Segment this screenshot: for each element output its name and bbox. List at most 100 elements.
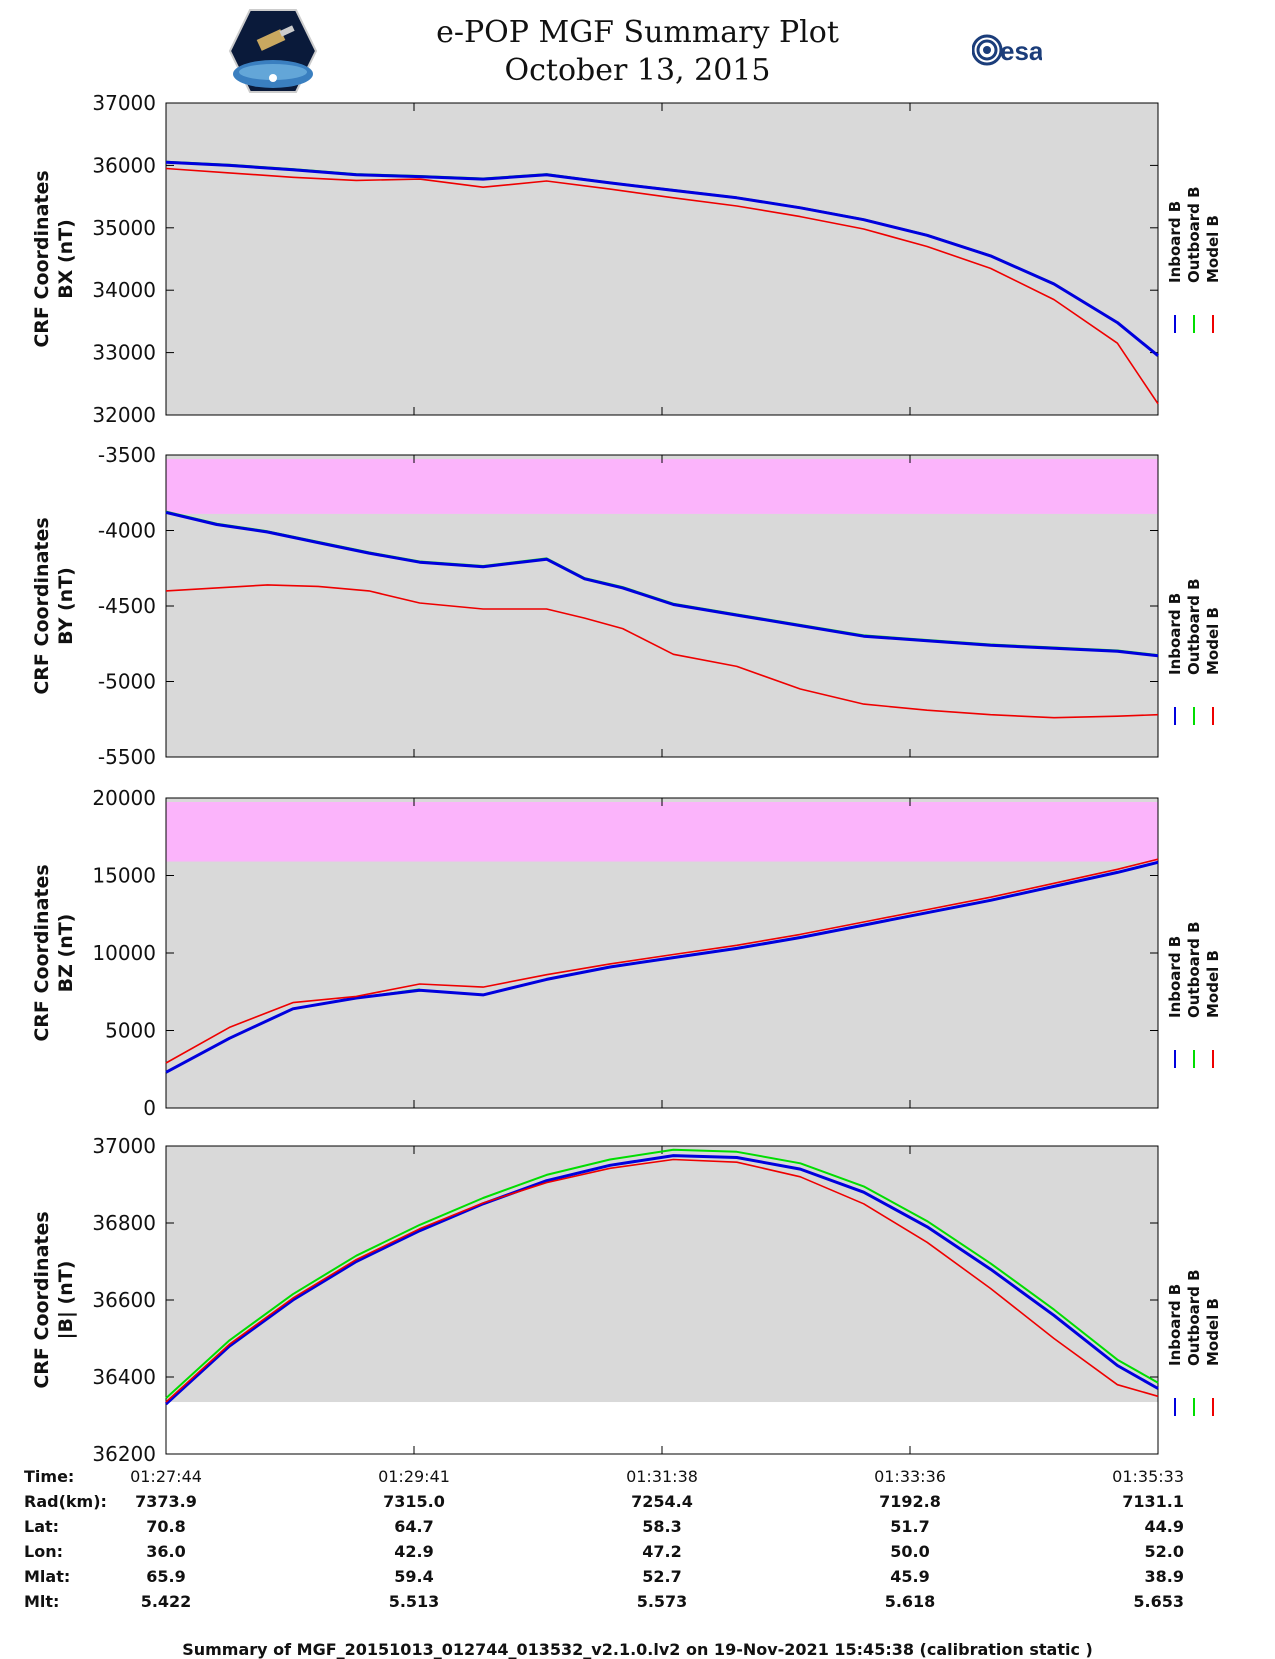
orbit-value: 44.9 xyxy=(1145,1517,1184,1536)
orbit-value: 52.7 xyxy=(642,1567,681,1586)
legend-label: Inboard B xyxy=(1166,593,1184,675)
y-tick-label: -5000 xyxy=(98,670,156,694)
y-tick-label: 5000 xyxy=(105,1019,156,1043)
orbit-value: 51.7 xyxy=(890,1517,929,1536)
y-tick-label: 36800 xyxy=(92,1211,156,1235)
y-tick-label: 34000 xyxy=(92,278,156,302)
legend-label: Model B xyxy=(1204,607,1222,675)
orbit-value: 47.2 xyxy=(642,1542,681,1561)
title-line-2: October 13, 2015 xyxy=(504,53,771,88)
legend-label: Outboard B xyxy=(1185,578,1203,675)
y-tick-label: 36200 xyxy=(92,1442,156,1466)
chart-panel-3: 0 5000 10000 15000 20000 CRF Coordinates BZ (n… xyxy=(31,786,1222,1120)
y-tick-label: 10000 xyxy=(92,941,156,965)
orbit-row-label: Rad(km): xyxy=(24,1492,107,1511)
cassiope-logo xyxy=(228,8,318,98)
orbit-row-label: Lon: xyxy=(24,1542,63,1561)
legend-label: Model B xyxy=(1204,1298,1222,1366)
y-tick-label: 36400 xyxy=(92,1365,156,1389)
plot-title: e-POP MGF Summary Plot October 13, 2015 xyxy=(0,14,1275,90)
y-tick-label: 36600 xyxy=(92,1288,156,1312)
series-line-inboard-b xyxy=(165,160,1159,357)
y-tick-label: 36000 xyxy=(92,153,156,177)
orbit-value: 5.618 xyxy=(885,1592,936,1611)
orbit-value: 5.422 xyxy=(141,1592,192,1611)
y-tick-label: 35000 xyxy=(92,216,156,240)
legend-label: Model B xyxy=(1204,950,1222,1018)
series-line-model-b xyxy=(165,167,1159,405)
orbit-value: 01:29:41 xyxy=(378,1467,450,1486)
y-tick-label: 15000 xyxy=(92,864,156,888)
series-line-inboard-b xyxy=(164,1154,1159,1406)
y-tick-label: 37000 xyxy=(92,91,156,115)
y-axis-label-line1: CRF Coordinates xyxy=(31,517,53,694)
orbit-value: 70.8 xyxy=(146,1517,185,1536)
orbit-value: 36.0 xyxy=(146,1542,185,1561)
y-axis-label-line1: CRF Coordinates xyxy=(31,864,53,1041)
orbit-value: 58.3 xyxy=(642,1517,681,1536)
orbit-value: 01:27:44 xyxy=(130,1467,202,1486)
series-line-model-b xyxy=(165,858,1159,1064)
legend-label: Inboard B xyxy=(1166,201,1184,283)
orbit-value: 01:35:33 xyxy=(1112,1467,1184,1486)
orbit-value: 7315.0 xyxy=(383,1492,445,1511)
y-tick-label: 32000 xyxy=(92,403,156,427)
y-tick-label: 33000 xyxy=(92,341,156,365)
orbit-value: 42.9 xyxy=(394,1542,433,1561)
legend-label: Model B xyxy=(1204,215,1222,283)
y-axis-label-line2: BY (nT) xyxy=(55,567,77,645)
orbit-value: 01:31:38 xyxy=(626,1467,698,1486)
orbit-value: 50.0 xyxy=(890,1542,929,1561)
legend-label: Outboard B xyxy=(1185,1269,1203,1366)
orbit-value: 45.9 xyxy=(890,1567,929,1586)
y-tick-label: -4000 xyxy=(98,519,156,543)
orbit-value: 7192.8 xyxy=(879,1492,941,1511)
orbit-value: 7373.9 xyxy=(135,1492,197,1511)
orbit-row-label: Lat: xyxy=(24,1517,59,1536)
y-tick-label: -4500 xyxy=(98,594,156,618)
legend-label: Inboard B xyxy=(1166,1284,1184,1366)
legend-label: Outboard B xyxy=(1185,921,1203,1018)
orbit-value: 65.9 xyxy=(146,1567,185,1586)
orbit-value: 52.0 xyxy=(1145,1542,1184,1561)
orbit-value: 5.513 xyxy=(389,1592,440,1611)
orbit-value: 01:33:36 xyxy=(874,1467,946,1486)
orbit-value: 59.4 xyxy=(394,1567,433,1586)
y-axis-label-line2: |B| (nT) xyxy=(55,1261,77,1340)
panel-background xyxy=(166,103,1158,415)
orbit-value: 38.9 xyxy=(1145,1567,1184,1586)
esa-text: esa xyxy=(1000,36,1042,66)
orbit-value: 7131.1 xyxy=(1122,1492,1184,1511)
orbit-value: 5.653 xyxy=(1133,1592,1184,1611)
title-line-1: e-POP MGF Summary Plot xyxy=(436,15,839,50)
y-tick-label: 20000 xyxy=(92,786,156,810)
y-tick-label: 37000 xyxy=(92,1134,156,1158)
orbit-value: 64.7 xyxy=(394,1517,433,1536)
orbit-row-label: Time: xyxy=(24,1467,74,1486)
esa-logo: esa xyxy=(971,30,1044,74)
y-axis-label-line1: CRF Coordinates xyxy=(31,170,53,347)
orbit-row-label: Mlt: xyxy=(24,1592,59,1611)
y-tick-label: -5500 xyxy=(98,745,156,769)
series-line-model-b xyxy=(165,584,1159,719)
y-axis-label-line2: BX (nT) xyxy=(55,219,77,299)
y-tick-label: 0 xyxy=(143,1096,156,1120)
orbit-value: 5.573 xyxy=(637,1592,688,1611)
series-line-inboard-b xyxy=(165,860,1159,1074)
orbit-row-label: Mlat: xyxy=(24,1567,70,1586)
y-axis-label-line1: CRF Coordinates xyxy=(31,1211,53,1388)
series-line-model-b xyxy=(165,1158,1159,1403)
legend-label: Inboard B xyxy=(1166,936,1184,1018)
chart-panel-1: 32000 33000 34000 35000 36000 37000 CRF Coordi… xyxy=(31,91,1222,427)
panel-background xyxy=(166,1146,1158,1403)
series-line-outboard-b xyxy=(165,1148,1159,1399)
chart-panel-2: -5500 -5000 -4500 -4000 -3500 CRF Coordinates… xyxy=(31,443,1222,769)
y-axis-label-line2: BZ (nT) xyxy=(55,914,77,993)
chart-panel-4: 36200 36400 36600 36800 37000 CRF Coordinates… xyxy=(31,1134,1222,1466)
orbit-value: 7254.4 xyxy=(631,1492,693,1511)
out-of-range-band xyxy=(166,802,1158,862)
legend-label: Outboard B xyxy=(1185,186,1203,283)
out-of-range-band xyxy=(166,459,1158,514)
series-line-inboard-b xyxy=(165,510,1159,658)
